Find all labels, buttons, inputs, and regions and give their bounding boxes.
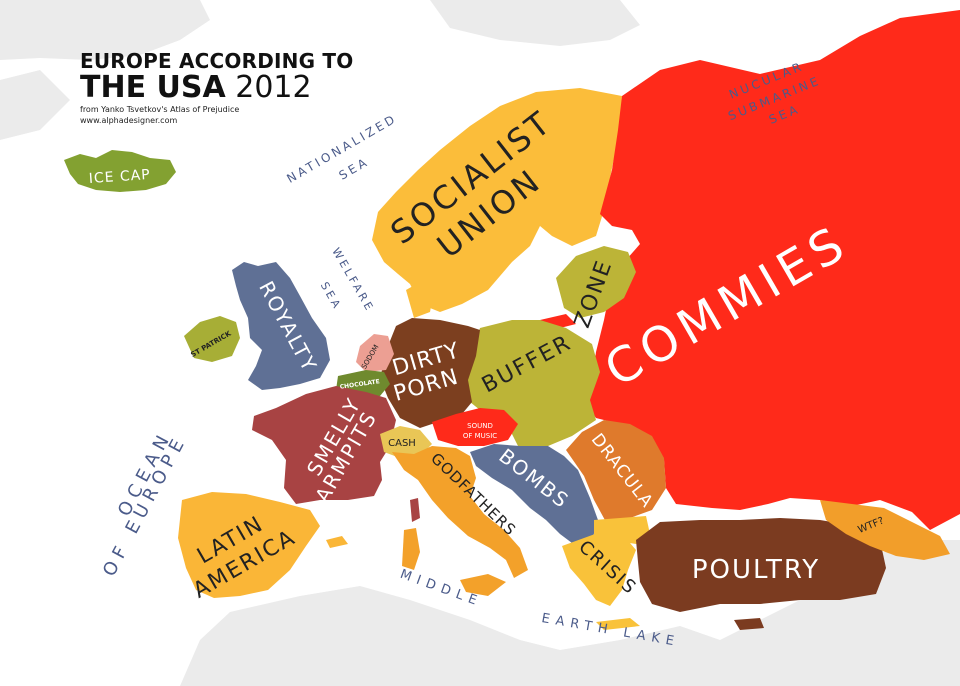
map-title-line2: THE USA 2012 xyxy=(80,72,353,104)
corsica-region xyxy=(410,498,420,522)
italy-region xyxy=(392,446,528,578)
north-america-land-left xyxy=(0,70,70,140)
sicily-region xyxy=(460,574,506,596)
baltic-states-region xyxy=(556,246,636,318)
denmark-region xyxy=(406,282,434,318)
caucasus-region xyxy=(820,500,950,560)
iberia-region xyxy=(178,492,320,598)
map-website: www.alphadesigner.com xyxy=(80,116,178,125)
france-region xyxy=(252,386,396,504)
map-credit: from Yanko Tsvetkov's Atlas of Prejudice xyxy=(80,105,240,114)
label-ice-cap: ICE CAP xyxy=(88,167,151,187)
label-cash: CASH xyxy=(388,438,416,449)
greenland-land xyxy=(0,0,210,60)
netherlands-region xyxy=(356,334,394,372)
crete-region xyxy=(596,618,640,630)
balearic-region xyxy=(326,536,348,548)
label-sound: SOUND xyxy=(467,422,493,430)
switzerland-region xyxy=(380,426,432,458)
great-britain-region xyxy=(232,262,330,390)
austria-region xyxy=(432,408,518,446)
label-poultry: POULTRY xyxy=(692,555,820,585)
north-africa-land xyxy=(180,540,960,686)
arctic-land-top xyxy=(430,0,640,46)
ireland-region xyxy=(184,316,240,362)
iceland-region xyxy=(64,150,176,192)
label-of-music: OF MUSIC xyxy=(463,432,497,440)
cyprus-region xyxy=(734,618,764,630)
russia-region xyxy=(586,10,960,530)
greece-region xyxy=(562,530,636,606)
map-title-bold: THE USA xyxy=(80,70,226,105)
map-title-line1: EUROPE ACCORDING TO xyxy=(80,49,354,73)
balkans-region xyxy=(470,444,598,546)
romania-region xyxy=(566,420,666,522)
turkey-region xyxy=(636,518,886,612)
sardinia-region xyxy=(402,528,420,570)
scandinavia-region xyxy=(372,88,622,312)
map-title-year: 2012 xyxy=(235,70,312,105)
map-header: EUROPE ACCORDING TO THE USA 2012 from Ya… xyxy=(80,50,353,126)
germany-region xyxy=(380,318,480,428)
bulgaria-region xyxy=(594,516,650,544)
